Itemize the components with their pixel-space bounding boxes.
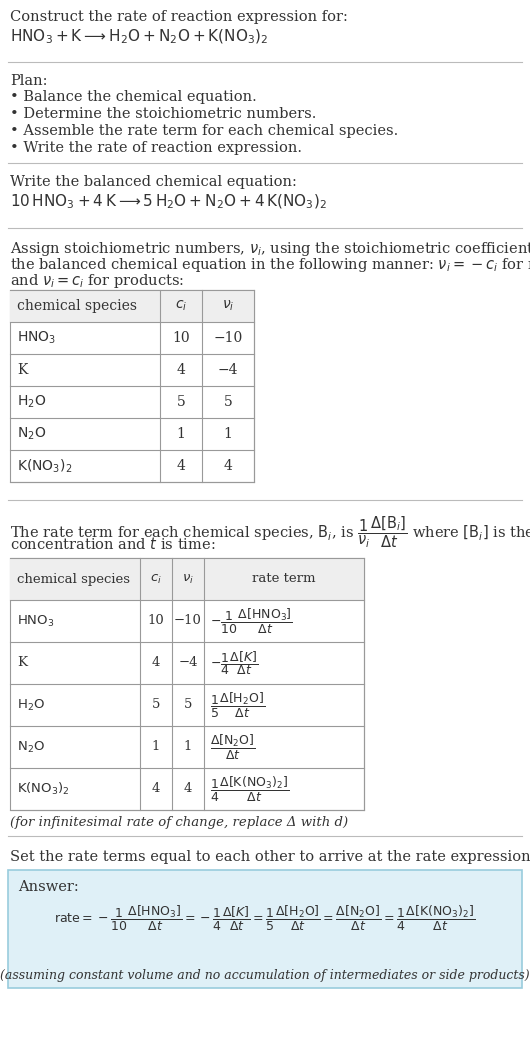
Bar [10, 558, 364, 600]
Text: 5: 5 [176, 395, 186, 409]
Text: and $\nu_i = c_i$ for products:: and $\nu_i = c_i$ for products: [10, 272, 184, 290]
Text: $\mathrm{HNO_3 + K \longrightarrow H_2O + N_2O + K(NO_3)_2}$: $\mathrm{HNO_3 + K \longrightarrow H_2O … [10, 28, 269, 46]
Text: $\mathrm{N_2O}$: $\mathrm{N_2O}$ [17, 426, 46, 442]
Text: K: K [17, 657, 27, 669]
Text: $\mathrm{N_2O}$: $\mathrm{N_2O}$ [17, 740, 45, 754]
Text: Plan:: Plan: [10, 74, 48, 88]
Text: 5: 5 [184, 699, 192, 711]
Text: $c_i$: $c_i$ [175, 299, 187, 313]
Text: 10: 10 [172, 331, 190, 345]
Text: 1: 1 [176, 427, 186, 441]
Text: 5: 5 [152, 699, 160, 711]
Text: $\dfrac{1}{5}\dfrac{\Delta[\mathrm{H_2O}]}{\Delta t}$: $\dfrac{1}{5}\dfrac{\Delta[\mathrm{H_2O}… [210, 690, 265, 720]
Text: $\mathrm{HNO_3}$: $\mathrm{HNO_3}$ [17, 613, 55, 629]
Text: • Write the rate of reaction expression.: • Write the rate of reaction expression. [10, 141, 302, 155]
Text: 1: 1 [224, 427, 233, 441]
Text: $\dfrac{\Delta[\mathrm{N_2O}]}{\Delta t}$: $\dfrac{\Delta[\mathrm{N_2O}]}{\Delta t}… [210, 732, 255, 761]
Text: 1: 1 [184, 741, 192, 753]
Text: (for infinitesimal rate of change, replace Δ with d): (for infinitesimal rate of change, repla… [10, 816, 348, 829]
Text: the balanced chemical equation in the following manner: $\nu_i = -c_i$ for react: the balanced chemical equation in the fo… [10, 256, 530, 274]
Text: 4: 4 [224, 459, 233, 473]
Text: Assign stoichiometric numbers, $\nu_i$, using the stoichiometric coefficients, $: Assign stoichiometric numbers, $\nu_i$, … [10, 240, 530, 258]
Text: • Balance the chemical equation.: • Balance the chemical equation. [10, 90, 257, 104]
Text: $\nu_i$: $\nu_i$ [182, 572, 194, 586]
Text: $\mathrm{H_2O}$: $\mathrm{H_2O}$ [17, 698, 45, 712]
Text: 4: 4 [176, 459, 186, 473]
Text: −4: −4 [218, 363, 238, 377]
Text: (assuming constant volume and no accumulation of intermediates or side products): (assuming constant volume and no accumul… [0, 970, 530, 982]
Text: • Determine the stoichiometric numbers.: • Determine the stoichiometric numbers. [10, 107, 316, 121]
Text: 10: 10 [148, 614, 164, 628]
Text: $\dfrac{1}{4}\dfrac{\Delta[\mathrm{K(NO_3)_2}]}{\Delta t}$: $\dfrac{1}{4}\dfrac{\Delta[\mathrm{K(NO_… [210, 774, 289, 803]
Text: chemical species: chemical species [17, 299, 137, 313]
Text: Construct the rate of reaction expression for:: Construct the rate of reaction expressio… [10, 10, 348, 24]
Text: 4: 4 [152, 657, 160, 669]
Text: $\mathrm{10\, HNO_3 + 4\, K \longrightarrow 5\, H_2O + N_2O + 4\, K(NO_3)_2}$: $\mathrm{10\, HNO_3 + 4\, K \longrightar… [10, 194, 327, 211]
Text: $-\dfrac{1}{10}\dfrac{\Delta[\mathrm{HNO_3}]}{\Delta t}$: $-\dfrac{1}{10}\dfrac{\Delta[\mathrm{HNO… [210, 607, 293, 636]
Text: Answer:: Answer: [18, 880, 79, 894]
Text: concentration and $t$ is time:: concentration and $t$ is time: [10, 536, 216, 552]
Bar [10, 558, 364, 810]
Text: −4: −4 [178, 657, 198, 669]
Text: 1: 1 [152, 741, 160, 753]
Text: Set the rate terms equal to each other to arrive at the rate expression:: Set the rate terms equal to each other t… [10, 850, 530, 864]
Bar [10, 290, 254, 482]
Text: $\nu_i$: $\nu_i$ [222, 299, 234, 313]
Text: $\mathrm{HNO_3}$: $\mathrm{HNO_3}$ [17, 329, 56, 346]
Bar [10, 290, 254, 322]
Text: $-\dfrac{1}{4}\dfrac{\Delta[K]}{\Delta t}$: $-\dfrac{1}{4}\dfrac{\Delta[K]}{\Delta t… [210, 650, 259, 677]
Text: Write the balanced chemical equation:: Write the balanced chemical equation: [10, 175, 297, 189]
Text: The rate term for each chemical species, $\mathrm{B}_i$, is $\dfrac{1}{\nu_i}\df: The rate term for each chemical species,… [10, 514, 530, 549]
Text: rate term: rate term [252, 572, 316, 586]
Text: $\mathrm{H_2O}$: $\mathrm{H_2O}$ [17, 393, 46, 410]
Text: chemical species: chemical species [17, 572, 130, 586]
Text: $\mathrm{K(NO_3)_2}$: $\mathrm{K(NO_3)_2}$ [17, 457, 72, 475]
Text: 4: 4 [184, 782, 192, 796]
Text: 4: 4 [152, 782, 160, 796]
Text: $\mathrm{K(NO_3)_2}$: $\mathrm{K(NO_3)_2}$ [17, 781, 70, 797]
Text: K: K [17, 363, 28, 377]
Text: −10: −10 [214, 331, 243, 345]
Text: 4: 4 [176, 363, 186, 377]
Text: $c_i$: $c_i$ [150, 572, 162, 586]
Text: 5: 5 [224, 395, 232, 409]
FancyBboxPatch shape [8, 870, 522, 988]
Text: $\mathrm{rate} = -\dfrac{1}{10}\dfrac{\Delta[\mathrm{HNO_3}]}{\Delta t} = -\dfra: $\mathrm{rate} = -\dfrac{1}{10}\dfrac{\D… [55, 904, 475, 932]
Text: • Assemble the rate term for each chemical species.: • Assemble the rate term for each chemic… [10, 124, 398, 138]
Text: −10: −10 [174, 614, 202, 628]
